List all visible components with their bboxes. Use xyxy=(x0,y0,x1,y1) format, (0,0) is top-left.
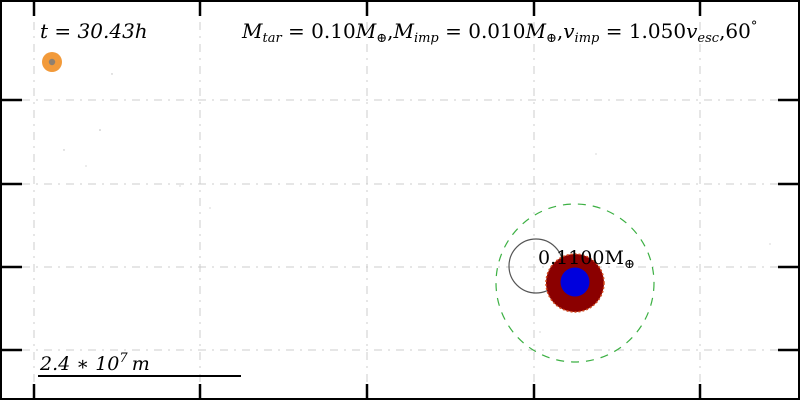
impactor-body xyxy=(42,52,62,72)
earth-symbol: ⊕ xyxy=(546,31,557,46)
mimp-value: = 0.010 xyxy=(439,19,526,43)
impact-angle: 60 xyxy=(725,19,750,43)
earth-symbol: ⊕ xyxy=(376,31,387,46)
vesc-symbol: v xyxy=(686,19,698,43)
mimp-unit: M xyxy=(524,19,546,43)
mtar-subscript: tar xyxy=(262,31,282,46)
earth-symbol: ⊕ xyxy=(624,257,635,272)
debris-speck xyxy=(85,165,87,167)
mtar-symbol: M xyxy=(241,19,263,43)
vesc-subscript: esc xyxy=(697,31,719,46)
separator: , xyxy=(387,19,393,43)
debris-speck xyxy=(179,185,181,187)
impactor-inner xyxy=(48,58,56,66)
vimp-symbol: v xyxy=(563,19,575,43)
separator: , xyxy=(719,19,725,43)
degree-symbol: ° xyxy=(751,19,758,34)
body-mass-label: 0.1100M⊕ xyxy=(538,247,635,272)
scale-unit: m xyxy=(132,353,150,375)
target-mantle-rim xyxy=(545,253,605,313)
time-var: t xyxy=(40,19,49,43)
params-label: Mtar = 0.10M⊕,Mimp = 0.010M⊕,vimp = 1.05… xyxy=(241,19,757,46)
time-unit: h xyxy=(135,19,148,43)
scale-base: 10 xyxy=(95,353,119,375)
mimp-subscript: imp xyxy=(414,31,439,46)
debris-speck xyxy=(595,153,597,155)
debris-speck xyxy=(99,129,101,131)
debris-speck xyxy=(769,243,771,245)
scale-times: ∗ xyxy=(70,353,95,375)
time-label: t = 30.43h xyxy=(40,19,148,43)
debris-speck xyxy=(539,331,541,333)
scale-mantissa: 2.4 xyxy=(39,353,70,375)
target-body xyxy=(545,253,605,313)
time-value: 30.43 xyxy=(78,19,135,43)
target-core xyxy=(560,267,590,297)
hill-sphere-circle xyxy=(495,203,655,363)
body-mass-value: 0.1100M xyxy=(538,247,624,269)
mimp-symbol: M xyxy=(392,19,414,43)
vimp-value: = 1.050 xyxy=(599,19,686,43)
debris-speck xyxy=(63,149,65,151)
scale-bar-label: 2.4 ∗ 107 m xyxy=(39,351,150,375)
separator: , xyxy=(557,19,563,43)
time-eq: = xyxy=(48,19,77,43)
scale-exponent: 7 xyxy=(119,351,128,366)
debris-speck xyxy=(209,207,211,209)
debris-speck xyxy=(111,73,113,75)
mtar-unit: M xyxy=(355,19,377,43)
vimp-subscript: imp xyxy=(575,31,600,46)
mtar-value: = 0.10 xyxy=(282,19,356,43)
debris-specks xyxy=(63,73,771,333)
